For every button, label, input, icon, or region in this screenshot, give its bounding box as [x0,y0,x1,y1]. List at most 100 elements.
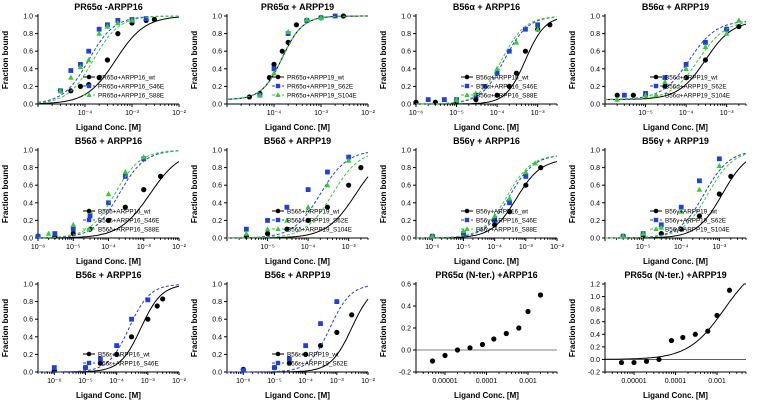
data-point [683,62,689,67]
data-point [506,195,513,201]
chart-title: B56α + ARPP16 [453,2,520,12]
legend-marker [86,217,92,223]
chart-title: PR65α + ARPP19 [261,2,334,12]
data-point [523,174,529,179]
fit-curve [227,285,369,373]
y-tick-label: 0.2 [23,352,33,359]
data-point [271,61,277,67]
y-tick-label: 0.0 [23,102,33,109]
data-point [114,351,120,357]
x-tick-label: 10⁻² [550,244,564,251]
data-point [346,182,352,188]
data-point [441,97,447,102]
chart-title: PR65α -ARPP16 [74,2,143,12]
data-point [115,20,121,26]
data-point [87,213,93,219]
data-point [523,182,529,188]
data-point [506,83,512,89]
chart-title: B56ε + ARPP19 [264,270,330,280]
x-tick-label: 10⁻³ [125,110,139,117]
data-point [303,351,309,357]
data-point [51,365,57,370]
x-tick-label: 10⁻⁵ [66,244,80,251]
legend-marker [275,217,281,223]
y-tick-label: 0.0 [23,236,33,243]
data-point [723,30,730,36]
data-point [349,312,355,318]
data-point [642,92,649,98]
fit-curve [605,22,747,100]
data-point [346,154,352,160]
x-tick-label: 10⁻⁵ [638,110,652,117]
fit-curve [415,16,558,105]
data-point [714,312,720,319]
data-point [534,26,541,32]
data-point [453,96,460,102]
fit-curve [227,155,369,239]
legend-marker [86,208,92,214]
legend-marker [86,74,92,80]
legend-label: B56γ+ARPP16_wt [476,208,528,215]
y-axis-label: Fraction bound [568,299,577,357]
data-point [334,299,340,304]
y-tick-label: 0.2 [23,218,33,225]
fit-curve [227,152,369,239]
y-tick-label: 0.2 [401,218,411,225]
fit-curve [37,15,179,104]
legend-label: B56δ+ARPP19_S62E [287,217,348,224]
chart-title: PR65α (N-ter.) +ARPP19 [624,270,726,280]
y-tick-label: 1.0 [23,148,33,155]
data-point [454,347,461,353]
legend-marker [464,74,470,80]
data-point [57,87,64,93]
data-point [697,178,702,184]
legend-label: B56γ+ARPP16_S88E [476,226,537,233]
chart-title: B56γ + ARPP16 [453,136,520,146]
data-point [305,204,311,210]
data-point [106,200,111,206]
chart-panel: B56δ + ARPP19 0.0 0.2 0.4 0.6 0.8 1.0 10⁻⁵ 10⁻⁴ 1… [190,136,369,266]
y-tick-label: 1.0 [212,282,222,289]
data-point [68,74,74,80]
legend-label: B56α+ARPP19_wt [665,74,718,81]
data-point [141,187,147,193]
data-point [523,26,528,32]
x-tick-label: 10⁻³ [137,244,151,251]
x-tick-label: 10⁻² [361,378,375,385]
data-point [491,213,498,219]
x-tick-label: 10⁻⁵ [78,378,92,385]
chart-panel: B56γ + ARPP16 0.0 0.2 0.4 0.6 0.8 1.0 10⁻⁶ 10⁻⁵ 1… [379,136,565,266]
data-point [271,66,277,72]
x-tick-label: 0.001 [519,378,537,385]
y-tick-label: 0.8 [590,31,600,38]
y-axis-label: Fraction bound [190,165,199,223]
x-axis-label: Ligand Conc. [M] [76,391,141,400]
data-point [104,23,111,29]
data-point [284,204,290,210]
x-tick-label: 10⁻⁴ [679,110,694,117]
data-point [442,352,448,359]
data-point [304,16,310,22]
y-tick-label: 0.6 [212,317,222,324]
data-point [105,217,112,223]
data-point [96,30,102,36]
y-tick-label: 0.6 [590,183,600,190]
data-point [145,316,151,322]
data-point [128,334,135,340]
fit-curve [416,155,558,239]
data-point [662,75,668,80]
data-point [479,341,486,348]
data-point [85,57,92,63]
data-point [52,231,58,236]
y-axis-label: Fraction bound [1,31,10,89]
data-point [702,57,709,63]
fit-curve [605,153,747,239]
data-point [630,92,636,98]
data-point [716,156,722,162]
legend-marker [86,83,92,89]
data-point [662,79,668,85]
x-tick-label: 0.00001 [432,378,457,385]
data-point [492,218,498,223]
x-tick-label: 10⁻⁶ [409,110,423,117]
